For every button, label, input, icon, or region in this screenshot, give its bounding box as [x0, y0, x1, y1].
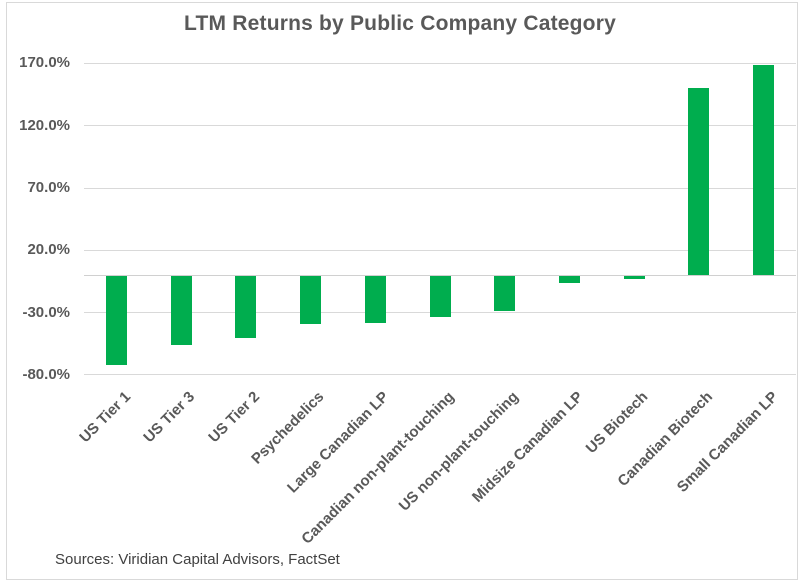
- bar-canadian-biotech: [688, 87, 710, 275]
- x-tick-midsize-canadian-lp: Midsize Canadian LP: [469, 388, 587, 506]
- gridline-70: [84, 187, 796, 189]
- x-tick-us-tier-3: US Tier 3: [140, 388, 199, 447]
- y-axis-tick-label: -80.0%: [22, 365, 70, 383]
- bar-us-tier-3: [170, 275, 192, 346]
- gridline-170: [84, 62, 796, 64]
- bar-us-tier-2: [235, 275, 257, 338]
- zero-axis-line: [84, 274, 796, 276]
- bar-midsize-canadian-lp: [559, 275, 580, 284]
- bar-canadian-non-plant-touching: [429, 275, 451, 317]
- bar-large-canadian-lp: [364, 275, 386, 323]
- gridline-20: [84, 249, 796, 251]
- x-tick-us-biotech: US Biotech: [582, 388, 652, 457]
- bar-us-non-plant-touching: [494, 275, 516, 311]
- bar-psychedelics: [300, 275, 321, 325]
- bar-us-tier-1: [105, 275, 127, 366]
- y-axis-tick-label: -30.0%: [22, 303, 70, 321]
- y-axis-tick-label: 20.0%: [27, 241, 70, 259]
- y-axis-tick-label: 170.0%: [19, 54, 70, 72]
- bar-us-biotech: [623, 275, 645, 280]
- source-note: Sources: Viridian Capital Advisors, Fact…: [55, 551, 340, 568]
- chart-title: LTM Returns by Public Company Category: [184, 12, 616, 35]
- gridline-120: [84, 125, 796, 127]
- gridline--80: [84, 374, 796, 376]
- x-tick-us-tier-1: US Tier 1: [75, 388, 134, 447]
- bar-small-canadian-lp: [753, 65, 775, 275]
- x-tick-us-tier-2: US Tier 2: [205, 388, 264, 447]
- y-axis-tick-label: 70.0%: [27, 179, 70, 196]
- y-axis-tick-label: 120.0%: [19, 116, 70, 134]
- x-tick-us-non-plant-touching: US non-plant-touching: [395, 388, 523, 515]
